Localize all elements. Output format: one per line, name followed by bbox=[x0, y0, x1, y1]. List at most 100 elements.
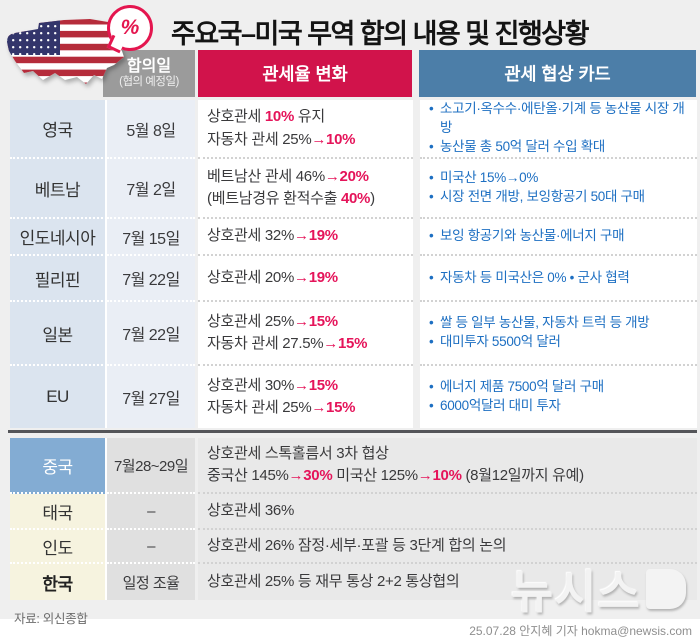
content-line: 상호관세 스톡홀름서 3차 협상 bbox=[207, 444, 389, 462]
row-thailand: 태국 – 상호관세 36% bbox=[10, 494, 697, 530]
tariff-line: 상호관세 20%→19% bbox=[207, 268, 338, 286]
bullet-icon: • bbox=[429, 334, 434, 349]
tariff-cell: 상호관세 20%→19% bbox=[198, 256, 413, 302]
country-cell: 중국 bbox=[10, 438, 107, 494]
row-japan: 일본 7월 22일 상호관세 25%→15% 자동차 관세 27.5%→15% … bbox=[10, 302, 697, 366]
percent-badge-icon: % bbox=[107, 5, 153, 51]
country-cell: 영국 bbox=[10, 100, 107, 159]
date-cell: 7월 22일 bbox=[107, 256, 195, 302]
country-cell: 인도 bbox=[10, 530, 107, 564]
content-cell: 상호관세 36% bbox=[198, 494, 697, 530]
tariff-line: 자동차 관세 25%→15% bbox=[207, 399, 356, 416]
card-cell: • 보잉 항공기와 농산물·에너지 구매 bbox=[420, 219, 697, 256]
content-line: 중국산 145%→30% 미국산 125%→10% (8월12일까지 유예) bbox=[207, 467, 584, 484]
agreed-section: 영국 5월 8일 상호관세 10% 유지 자동차 관세 25%→10% • 소고기… bbox=[10, 100, 697, 428]
card-item: • 6000억달러 대미 투자 bbox=[429, 397, 695, 416]
section-divider bbox=[8, 430, 697, 433]
content-cell: 상호관세 25% 등 재무 통상 2+2 통상협의 bbox=[198, 564, 697, 600]
card-item: • 미국산 15%→0% bbox=[429, 169, 695, 188]
card-cell: • 쌀 등 일부 농산물, 자동차 트럭 등 개방 • 대미투자 5500억 달러 bbox=[420, 302, 697, 366]
row-korea: 한국 일정 조율 상호관세 25% 등 재무 통상 2+2 통상협의 bbox=[10, 564, 697, 600]
tariff-cell: 상호관세 10% 유지 자동차 관세 25%→10% bbox=[198, 100, 413, 159]
card-text: 에너지 제품 7500억 달러 구매 bbox=[440, 379, 604, 395]
card-cell: • 자동차 등 미국산은 0% • 군사 협력 bbox=[420, 256, 697, 302]
date-cell: – bbox=[107, 530, 195, 564]
date-cell: 7월28~29일 bbox=[107, 438, 195, 494]
tariff-line: 상호관세 32%→19% bbox=[207, 227, 338, 245]
page-title: 주요국–미국 무역 합의 내용 및 진행상황 bbox=[171, 19, 589, 49]
row-eu: EU 7월 27일 상호관세 30%→15% 자동차 관세 25%→15% • 에… bbox=[10, 366, 697, 428]
card-text: 자동차 등 미국산은 0% • 군사 협력 bbox=[440, 269, 630, 285]
card-item: • 보잉 항공기와 농산물·에너지 구매 bbox=[429, 227, 695, 246]
bullet-icon: • bbox=[429, 101, 434, 117]
date-cell: 5월 8일 bbox=[107, 100, 195, 159]
bullet-icon: • bbox=[429, 398, 434, 413]
bullet-icon: • bbox=[429, 189, 434, 204]
date-cell: 7월 22일 bbox=[107, 302, 195, 366]
bullet-icon: • bbox=[429, 269, 434, 285]
tariff-cell: 상호관세 25%→15% 자동차 관세 27.5%→15% bbox=[198, 302, 413, 366]
tariff-cell: 상호관세 30%→15% 자동차 관세 25%→15% bbox=[198, 366, 413, 428]
tariff-line: 자동차 관세 27.5%→15% bbox=[207, 335, 368, 352]
header-date-sublabel: (협의 예정일) bbox=[119, 76, 179, 89]
bullet-icon: • bbox=[429, 138, 434, 154]
content-line: 상호관세 26% 잠정·세부·포괄 등 3단계 합의 논의 bbox=[207, 536, 507, 554]
tariff-line: 베트남산 관세 46%→20% bbox=[207, 167, 369, 185]
content-line: 상호관세 36% bbox=[207, 501, 294, 519]
country-cell: 일본 bbox=[10, 302, 107, 366]
tariff-line: 자동차 관세 25%→10% bbox=[207, 130, 356, 148]
card-item: • 쌀 등 일부 농산물, 자동차 트럭 등 개방 bbox=[429, 314, 695, 333]
card-item: • 소고기·옥수수·에탄올·기계 등 농산물 시장 개방 bbox=[429, 100, 695, 138]
country-cell: 필리핀 bbox=[10, 256, 107, 302]
country-cell: 베트남 bbox=[10, 159, 107, 219]
tariff-line: 상호관세 10% 유지 bbox=[207, 108, 325, 125]
content-cell: 상호관세 26% 잠정·세부·포괄 등 3단계 합의 논의 bbox=[198, 530, 697, 564]
card-text: 미국산 15%→0% bbox=[440, 170, 539, 186]
pending-section: 중국 7월28~29일 상호관세 스톡홀름서 3차 협상 중국산 145%→30… bbox=[10, 438, 697, 600]
row-indonesia: 인도네시아 7월 15일 상호관세 32%→19% • 보잉 항공기와 농산물·에… bbox=[10, 219, 697, 256]
country-cell: EU bbox=[10, 366, 107, 428]
card-item: • 에너지 제품 7500억 달러 구매 bbox=[429, 378, 695, 397]
card-item: • 대미투자 5500억 달러 bbox=[429, 333, 695, 352]
percent-sign: % bbox=[120, 16, 140, 39]
column-header-row: 합의일 (협의 예정일) 관세율 변화 관세 협상 카드 bbox=[103, 50, 696, 97]
byline-credit: 25.07.28 안지혜 기자 hokma@newsis.com bbox=[0, 619, 700, 641]
card-cell: • 소고기·옥수수·에탄올·기계 등 농산물 시장 개방 • 농산물 총 50억 달… bbox=[420, 100, 697, 159]
card-item: • 농산물 총 50억 달러 수입 확대 bbox=[429, 138, 695, 157]
date-cell: – bbox=[107, 494, 195, 530]
card-text: 보잉 항공기와 농산물·에너지 구매 bbox=[440, 228, 625, 244]
card-cell: • 미국산 15%→0% • 시장 전면 개방, 보잉항공기 50대 구매 bbox=[420, 159, 697, 219]
header-date-label: 합의일 bbox=[126, 57, 172, 75]
header-negotiation-card: 관세 협상 카드 bbox=[419, 50, 696, 97]
country-cell: 인도네시아 bbox=[10, 219, 107, 256]
card-item: • 자동차 등 미국산은 0% • 군사 협력 bbox=[429, 269, 695, 288]
card-cell: • 에너지 제품 7500억 달러 구매 • 6000억달러 대미 투자 bbox=[420, 366, 697, 428]
tariff-line: 상호관세 25%→15% bbox=[207, 312, 338, 330]
row-uk: 영국 5월 8일 상호관세 10% 유지 자동차 관세 25%→10% • 소고기… bbox=[10, 100, 697, 159]
source-note: 자료: 외신종합 bbox=[14, 612, 88, 626]
bullet-icon: • bbox=[429, 315, 434, 331]
tariff-cell: 상호관세 32%→19% bbox=[198, 219, 413, 256]
row-china: 중국 7월28~29일 상호관세 스톡홀름서 3차 협상 중국산 145%→30… bbox=[10, 438, 697, 494]
date-cell: 7월 15일 bbox=[107, 219, 195, 256]
card-text: 농산물 총 50억 달러 수입 확대 bbox=[440, 138, 605, 154]
card-item: • 시장 전면 개방, 보잉항공기 50대 구매 bbox=[429, 188, 695, 207]
date-cell: 일정 조율 bbox=[107, 564, 195, 600]
tariff-line: (베트남경유 환적수출 40%) bbox=[207, 190, 375, 207]
header-tariff-change: 관세율 변화 bbox=[198, 50, 412, 97]
card-text: 6000억달러 대미 투자 bbox=[440, 398, 561, 413]
title-bar: % 주요국–미국 무역 합의 내용 및 진행상황 bbox=[0, 0, 700, 84]
card-text: 소고기·옥수수·에탄올·기계 등 농산물 시장 개방 bbox=[440, 101, 685, 136]
country-cell: 한국 bbox=[10, 564, 107, 600]
card-text: 시장 전면 개방, 보잉항공기 50대 구매 bbox=[440, 189, 645, 204]
bullet-icon: • bbox=[429, 379, 434, 395]
bullet-icon: • bbox=[429, 228, 434, 244]
row-india: 인도 – 상호관세 26% 잠정·세부·포괄 등 3단계 합의 논의 bbox=[10, 530, 697, 564]
date-cell: 7월 27일 bbox=[107, 366, 195, 428]
graphic-area: % 주요국–미국 무역 합의 내용 및 진행상황 합의일 (협의 예정일) 관세… bbox=[0, 0, 700, 619]
tariff-line: 상호관세 30%→15% bbox=[207, 376, 338, 394]
row-philippines: 필리핀 7월 22일 상호관세 20%→19% • 자동차 등 미국산은 0% •… bbox=[10, 256, 697, 302]
card-text: 쌀 등 일부 농산물, 자동차 트럭 등 개방 bbox=[440, 315, 650, 331]
bullet-icon: • bbox=[429, 170, 434, 186]
